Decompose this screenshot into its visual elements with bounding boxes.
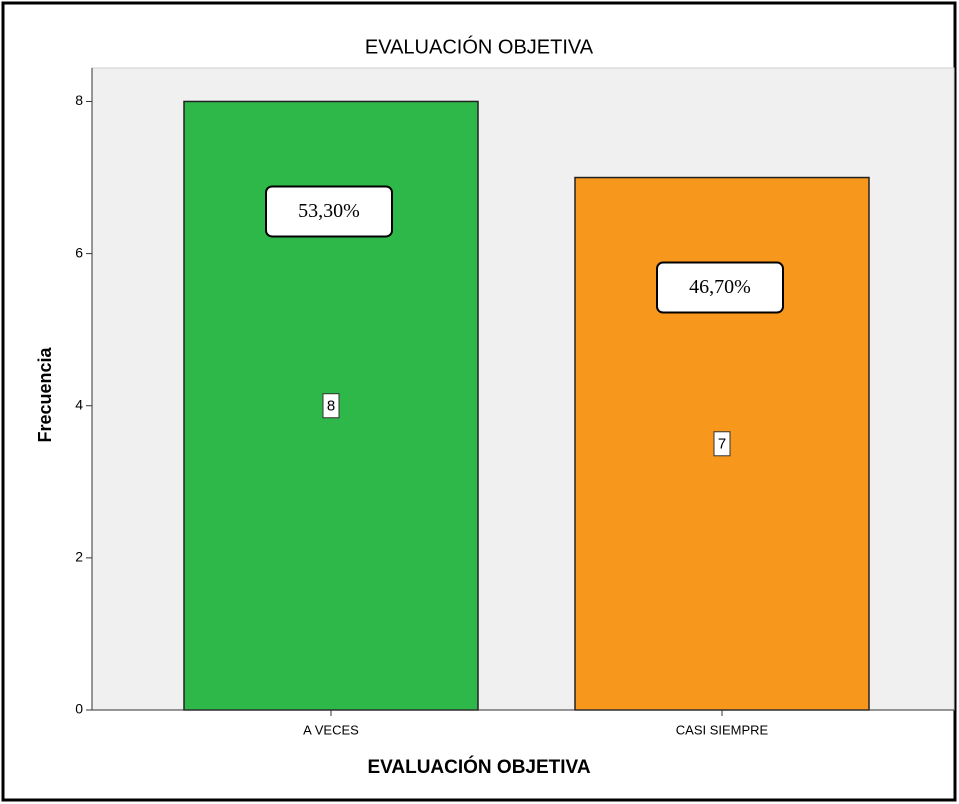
x-tick-label: A VECES xyxy=(303,722,359,737)
y-tick-label: 4 xyxy=(75,396,83,412)
value-label-box xyxy=(322,393,340,419)
y-tick-label: 6 xyxy=(75,244,83,260)
value-label-box xyxy=(713,431,731,457)
y-tick-label: 0 xyxy=(75,701,83,717)
value-label: 7 xyxy=(718,436,726,453)
x-axis-title: EVALUACIÓN OBJETIVA xyxy=(367,756,590,778)
y-axis-title: Frecuencia xyxy=(35,346,55,442)
value-label: 8 xyxy=(327,398,335,415)
percent-box xyxy=(265,185,393,238)
marks: 0 2 4 6 8 A VECES 8 53,30% CASI SIEMPRE 7 46,70% xyxy=(75,92,870,737)
x-tick-label: CASI SIEMPRE xyxy=(676,722,769,737)
percent-box xyxy=(656,261,784,314)
percent-label: 46,70% xyxy=(689,276,751,298)
percent-label: 53,30% xyxy=(298,200,360,222)
chart-title: EVALUACIÓN OBJETIVA xyxy=(365,35,594,58)
y-tick-label: 8 xyxy=(75,92,83,108)
y-tick-label: 2 xyxy=(75,549,83,565)
